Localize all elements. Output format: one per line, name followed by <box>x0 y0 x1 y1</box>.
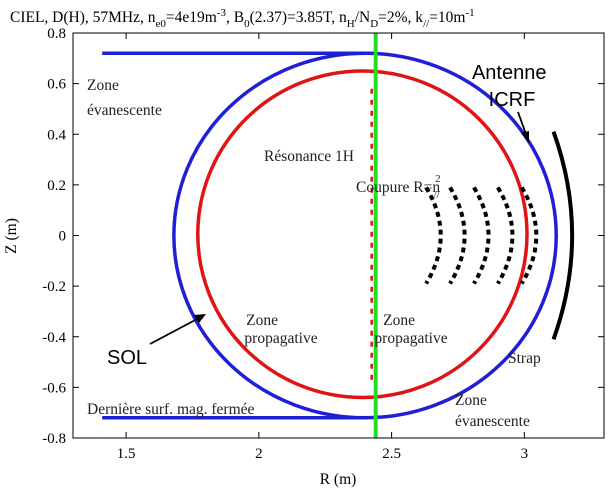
y-axis-label: Z (m) <box>3 218 20 254</box>
cutoff-arc <box>448 186 467 285</box>
label-zone-propagative-right: Zone propagative <box>374 312 447 347</box>
label-zone-propagative-left: Zone propagative <box>244 312 317 347</box>
plasma-boundary <box>196 69 529 400</box>
x-axis-label: R (m) <box>320 471 357 488</box>
cutoff-arc <box>519 186 539 285</box>
y-tick-label: -0.4 <box>42 330 66 346</box>
label-zone-evanescente-bottom: Zone évanescente <box>455 392 530 430</box>
label-sol: SOL <box>107 347 147 369</box>
x-tick-label: 3 <box>521 446 529 462</box>
y-tick-label: -0.2 <box>42 279 66 295</box>
cutoff-arc <box>496 186 515 285</box>
label-coupure: Coupure R=n2// <box>356 173 441 201</box>
x-ticks: 1.5 2 2.5 3 <box>117 33 528 462</box>
label-resonance: Résonance 1H <box>264 148 354 165</box>
x-tick-label: 2 <box>255 446 263 462</box>
cutoff-arc <box>472 186 491 285</box>
label-zone-evanescente-top: Zone évanescente <box>87 77 162 119</box>
cutoff-arc <box>424 186 443 285</box>
antenna-strap <box>551 131 575 340</box>
label-antenne: Antenne ICRF <box>472 62 552 111</box>
y-ticks: 0.8 0.6 0.4 0.2 0 -0.2 -0.4 -0.6 -0.8 <box>42 26 604 447</box>
y-tick-label: 0 <box>59 229 67 245</box>
label-derniere-surface: Dernière surf. mag. fermée <box>87 401 255 418</box>
y-tick-label: -0.6 <box>42 380 66 396</box>
label-strap: Strap <box>508 350 541 367</box>
y-tick-label: 0.8 <box>47 26 66 42</box>
y-tick-label: 0.2 <box>47 178 66 194</box>
antenne-arrowhead <box>521 131 529 143</box>
chart-title: CIEL, D(H), 57MHz, ne0=4e19m-3, B0(2.37)… <box>10 7 475 30</box>
y-tick-label: 0.6 <box>47 77 66 93</box>
sol-arrowhead <box>194 314 206 323</box>
y-tick-label: 0.4 <box>47 127 66 143</box>
x-tick-label: 2.5 <box>382 446 401 462</box>
cutoff-arcs <box>424 186 539 285</box>
sol-arrow <box>149 317 200 345</box>
x-tick-label: 1.5 <box>117 446 136 462</box>
plot-frame <box>72 32 605 439</box>
y-tick-label: -0.8 <box>42 431 66 447</box>
